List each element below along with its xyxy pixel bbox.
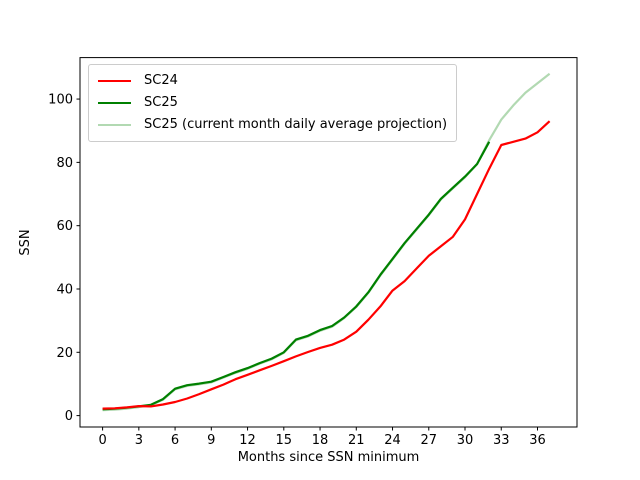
y-tick-label: 40 <box>56 282 73 297</box>
x-axis-label: Months since SSN minimum <box>238 450 420 465</box>
legend-label: SC25 <box>144 95 178 110</box>
series-line-sc25 <box>102 141 491 411</box>
x-tick-label: 21 <box>348 433 365 448</box>
axes-frame <box>79 57 578 428</box>
x-tick-label: 24 <box>384 433 401 448</box>
x-tick-label: 3 <box>135 433 143 448</box>
legend: SC24 SC25 SC25 (current month daily averag… <box>88 64 458 142</box>
y-axis-label: SSN <box>18 229 33 255</box>
x-tick-label: 12 <box>239 433 256 448</box>
x-tick-label: 36 <box>529 433 546 448</box>
x-tick-label: 30 <box>457 433 474 448</box>
legend-line-sample <box>98 79 131 83</box>
x-tick-label: 18 <box>312 433 329 448</box>
legend-item-sc24: SC24 <box>98 70 447 92</box>
x-tick-label: 0 <box>98 433 106 448</box>
y-tick-label: 20 <box>56 346 73 361</box>
y-tick-label: 80 <box>56 156 73 171</box>
y-tick-label: 100 <box>48 93 73 108</box>
legend-line-sample <box>98 123 131 127</box>
x-tick-label: 15 <box>276 433 293 448</box>
x-tick-label: 33 <box>493 433 510 448</box>
x-tick-label: 27 <box>420 433 437 448</box>
legend-item-sc25: SC25 <box>98 92 447 114</box>
x-tick-label: 9 <box>207 433 215 448</box>
legend-line-sample <box>98 101 131 105</box>
legend-label: SC25 (current month daily average projec… <box>144 117 448 132</box>
legend-item-sc25-current-month-daily-average-projection: SC25 (current month daily average projec… <box>98 114 447 136</box>
legend-label: SC24 <box>144 73 178 88</box>
x-tick-label: 6 <box>171 433 179 448</box>
y-tick-label: 0 <box>65 409 73 424</box>
series-layer <box>102 72 551 412</box>
y-tick-label: 60 <box>56 219 73 234</box>
series-line-sc24 <box>102 120 551 410</box>
